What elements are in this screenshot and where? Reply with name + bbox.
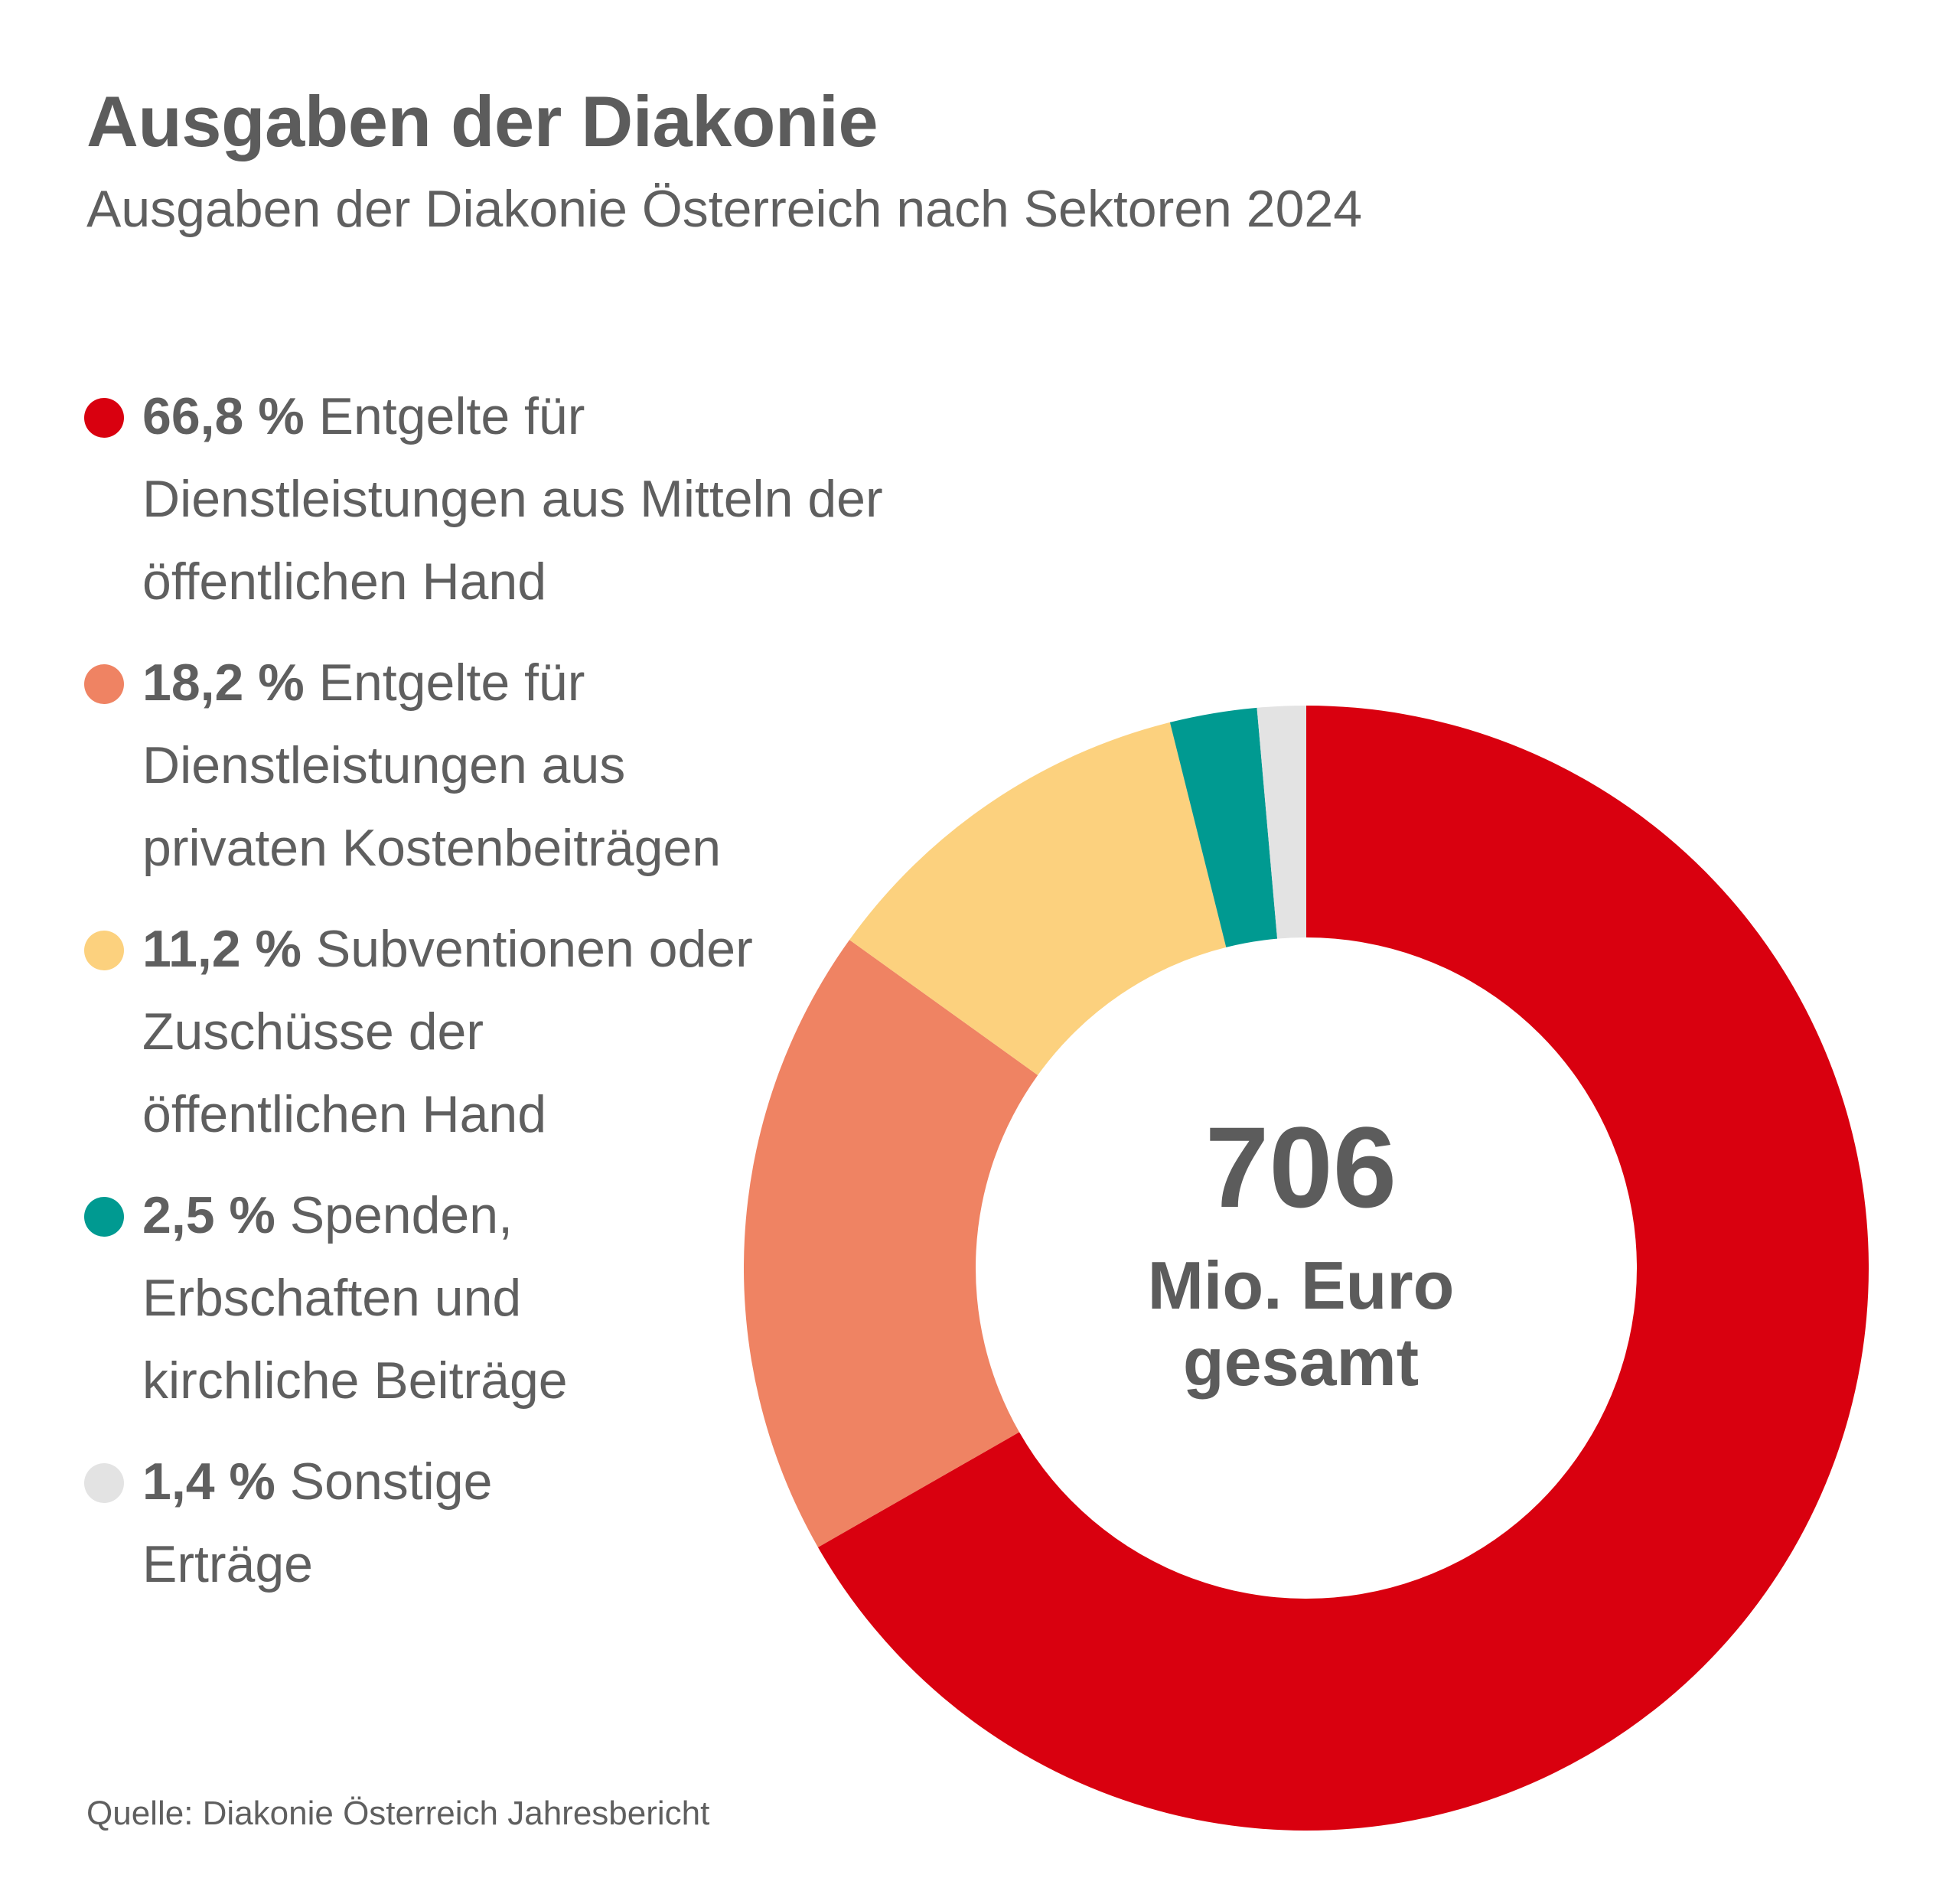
donut-slice-4 [1257,706,1306,939]
legend-percent-2: 11,2 % [142,920,302,978]
legend-label-3: Spenden, Erbschaften und kirchliche Beit… [142,1186,568,1410]
legend-dot-4 [84,1463,124,1503]
legend-percent-1: 18,2 % [142,654,305,712]
legend-percent-0: 66,8 % [142,387,305,445]
center-label-line-1: Mio. Euro [1147,1247,1455,1323]
legend-dot-2 [84,931,124,970]
legend-item-1: 18,2 % Entgelte für Dienstleistungen aus… [84,641,724,889]
chart-title: Ausgaben der Diakonie [86,81,878,161]
legend-dot-1 [84,664,124,704]
legend-item-3: 2,5 % Spenden, Erbschaften und kirchlich… [84,1174,724,1422]
legend-label-1: Entgelte für Dienstleistungen aus privat… [142,654,722,877]
legend-label-2: Subventionen oder Zuschüsse der öffentli… [142,920,753,1143]
center-total-label: Mio. Euro gesamt [1071,1247,1530,1400]
legend-dot-3 [84,1197,124,1237]
center-total-value: 706 [1204,1103,1397,1231]
legend-label-4: Sonstige Erträge [142,1452,493,1593]
donut-slice-3 [1169,707,1278,947]
legend-item-0: 66,8 % Entgelte für Dienstleistungen aus… [84,375,969,623]
legend-item-2: 11,2 % Subventionen oder Zuschüsse der ö… [84,908,762,1156]
legend: 66,8 % Entgelte für Dienstleistungen aus… [84,375,926,1606]
center-label-line-2: gesamt [1182,1324,1420,1400]
legend-label-0: Entgelte für Dienstleistungen aus Mittel… [142,387,883,611]
chart-subtitle: Ausgaben der Diakonie Österreich nach Se… [86,180,1363,238]
legend-percent-4: 1,4 % [142,1452,275,1511]
source-note: Quelle: Diakonie Österreich Jahresberich… [86,1795,710,1832]
legend-dot-0 [84,398,124,438]
legend-percent-3: 2,5 % [142,1186,275,1244]
legend-item-4: 1,4 % Sonstige Erträge [84,1440,632,1606]
